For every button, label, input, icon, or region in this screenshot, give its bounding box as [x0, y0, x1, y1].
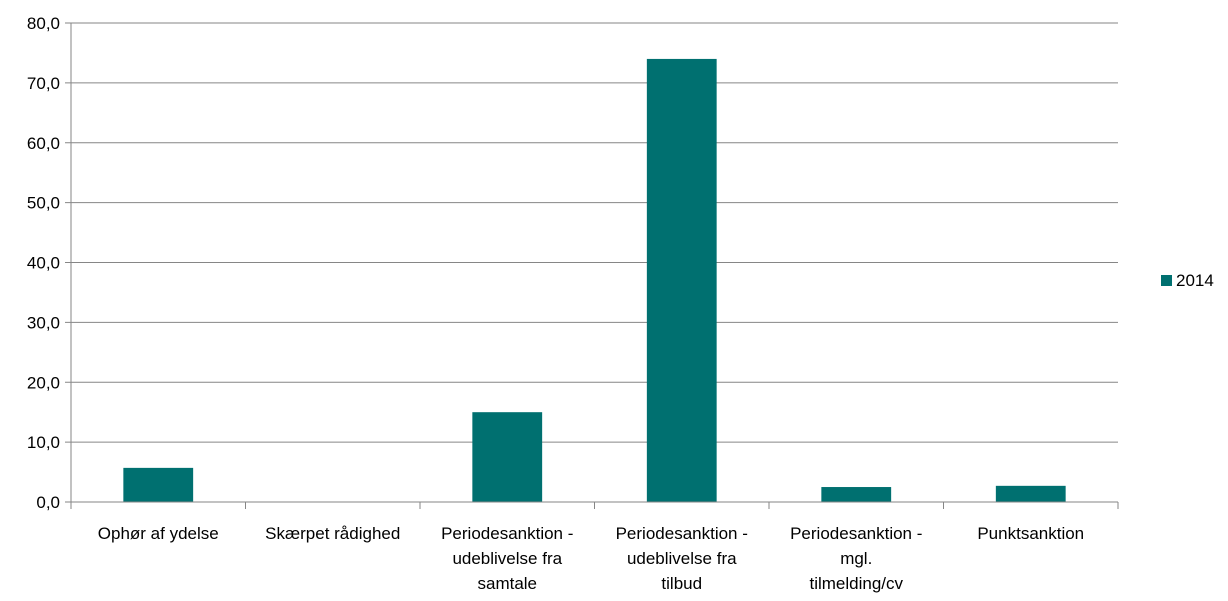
x-tick-label: Periodesanktion - udeblivelse fra tilbud — [616, 524, 748, 593]
y-tick-label: 0,0 — [36, 493, 60, 512]
x-tick-label-line: tilbud — [661, 574, 702, 593]
bar — [995, 485, 1066, 502]
y-tick-label: 40,0 — [27, 254, 60, 273]
y-tick-label: 60,0 — [27, 134, 60, 153]
bar — [472, 412, 543, 502]
x-tick-label-line: Periodesanktion - — [441, 524, 573, 543]
x-tick-label-line: tilmelding/cv — [809, 574, 903, 593]
legend-label: 2014 — [1176, 271, 1214, 290]
x-tick-label-line: udeblivelse fra — [627, 549, 737, 568]
x-tick-label-line: mgl. — [840, 549, 872, 568]
x-tick-label-line: Periodesanktion - — [790, 524, 922, 543]
x-tick-label-line: udeblivelse fra — [452, 549, 562, 568]
x-tick-label-line: samtale — [477, 574, 537, 593]
legend-swatch — [1161, 275, 1172, 286]
legend: 2014 — [1161, 271, 1214, 290]
bar — [821, 487, 892, 502]
bar — [123, 467, 194, 502]
y-tick-label: 30,0 — [27, 313, 60, 332]
bar — [646, 58, 717, 503]
y-tick-label: 70,0 — [27, 74, 60, 93]
x-tick-label: Ophør af ydelse — [98, 524, 219, 543]
y-tick-label: 10,0 — [27, 433, 60, 452]
x-tick-label-line: Skærpet rådighed — [265, 524, 400, 543]
axes — [65, 22, 1119, 509]
x-tick-label-line: Ophør af ydelse — [98, 524, 219, 543]
x-tick-labels: Ophør af ydelse Skærpet rådighed Periodesa… — [98, 524, 1084, 593]
x-tick-label-line: Periodesanktion - — [616, 524, 748, 543]
x-tick-label: Skærpet rådighed — [265, 524, 400, 543]
y-tick-label: 20,0 — [27, 373, 60, 392]
x-tick-label: Periodesanktion - mgl. tilmelding/cv — [790, 524, 922, 593]
y-tick-label: 80,0 — [27, 14, 60, 33]
gridlines — [71, 22, 1118, 443]
x-tick-label-line: Punktsanktion — [977, 524, 1084, 543]
y-tick-label: 50,0 — [27, 194, 60, 213]
bars — [123, 58, 1066, 503]
x-tick-label: Periodesanktion - udeblivelse fra samtale — [441, 524, 573, 593]
x-tick-label: Punktsanktion — [977, 524, 1084, 543]
y-tick-labels: 0,0 10,0 20,0 30,0 40,0 50,0 60,0 70,0 80,0 — [27, 14, 60, 512]
